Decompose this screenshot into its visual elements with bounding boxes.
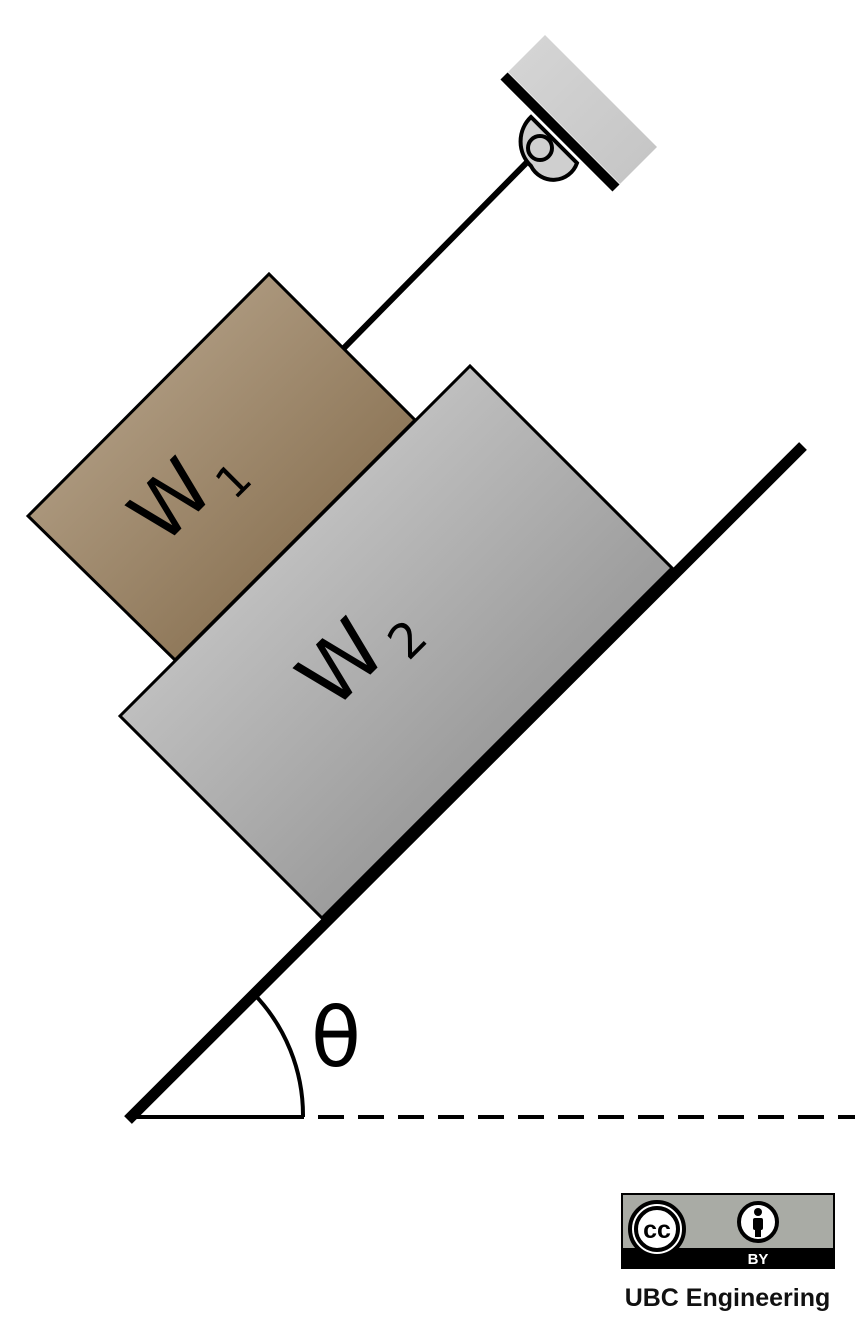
wall-support [508,35,657,184]
by-label: BY [748,1251,769,1268]
incline-surface [124,442,807,1124]
block-w2 [117,363,675,921]
pin-outer [526,134,554,162]
angle-label: θ [311,991,361,1086]
credit-text: UBC Engineering [624,1284,831,1312]
cc-icon-text: cc [643,1216,671,1244]
cc-by-badge: cc BY [621,1193,835,1269]
wall-edge [500,72,620,192]
angle-arc [251,991,306,1118]
rope [339,145,544,353]
